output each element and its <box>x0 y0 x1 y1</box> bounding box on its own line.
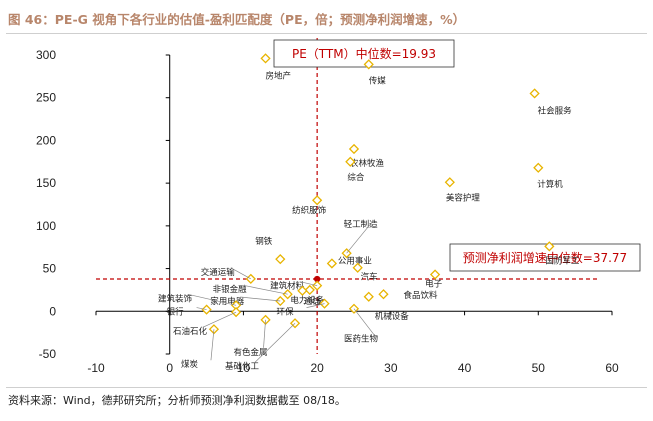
data-point-label: 计算机 <box>537 179 563 190</box>
data-point-label: 建筑装饰 <box>158 293 193 304</box>
data-point-label: 房地产 <box>266 70 292 81</box>
y-tick-label: 150 <box>36 176 56 190</box>
growth-median-box <box>449 243 641 272</box>
data-point-label: 交通运输 <box>201 267 236 278</box>
x-tick-label: -10 <box>87 361 105 375</box>
y-tick-label: 300 <box>36 48 56 62</box>
x-tick-label: 20 <box>310 361 324 375</box>
data-point-marker <box>297 285 308 296</box>
data-point-label: 食品饮料 <box>403 290 438 301</box>
pe-median-box <box>273 39 455 68</box>
data-point-label: 综合 <box>347 172 365 183</box>
data-point-label: 非银金融 <box>213 284 248 295</box>
data-point-label: 美容护理 <box>446 192 481 203</box>
data-point-label: 煤炭 <box>181 359 199 370</box>
x-tick-label: 30 <box>384 361 398 375</box>
label-leader-line <box>300 281 318 286</box>
x-tick-label: 50 <box>532 361 546 375</box>
data-point-marker <box>533 162 544 173</box>
data-point-label: 机械设备 <box>375 311 410 322</box>
data-point-marker <box>260 53 271 64</box>
label-leader-line <box>230 267 251 280</box>
median-intersection-marker <box>313 275 321 283</box>
data-point-marker <box>326 258 338 269</box>
data-point-label: 国防军工 <box>545 255 580 266</box>
data-point-marker <box>245 273 256 284</box>
label-leader-line <box>306 303 325 308</box>
data-point-label: 基础化工 <box>225 361 260 372</box>
y-tick-label: 50 <box>43 262 57 276</box>
source-divider <box>6 387 647 388</box>
growth-median-label: 预测净利润增速中位数=37.77 <box>463 250 627 265</box>
source-note: 资料来源：Wind，德邦研究所；分析师预测净利润数据截至 08/18。 <box>8 394 346 407</box>
data-point-marker <box>348 143 360 155</box>
label-leader-line <box>187 293 237 306</box>
data-point-label: 医药生物 <box>344 334 379 345</box>
label-leader-line <box>242 284 288 295</box>
data-point-label: 建筑材料 <box>270 281 305 292</box>
data-point-marker <box>275 295 286 307</box>
data-point-marker <box>312 195 323 206</box>
data-point-marker <box>429 269 441 280</box>
data-point-label: 银行 <box>167 307 185 318</box>
data-point-label: 农林牧渔 <box>350 158 385 169</box>
data-point-label: 公用事业 <box>338 255 372 266</box>
title-divider <box>6 33 647 34</box>
x-tick-label: 60 <box>605 361 619 375</box>
data-point-label: 电力设备 <box>290 295 325 306</box>
y-tick-label: -50 <box>39 347 57 361</box>
data-point-label: 汽车 <box>361 272 378 283</box>
data-point-label: 通信 <box>304 296 322 307</box>
data-point-marker <box>363 291 374 302</box>
data-point-marker <box>352 262 363 273</box>
y-tick-label: 250 <box>36 91 56 105</box>
label-leader-line <box>346 219 374 254</box>
data-point-label: 家用电器 <box>210 296 245 307</box>
data-point-label: 纺织服饰 <box>292 205 327 216</box>
data-point-marker <box>378 289 389 300</box>
data-point-label: 有色金属 <box>234 347 268 358</box>
data-point-marker <box>275 254 286 265</box>
label-leader-line <box>353 308 375 335</box>
data-point-label: 环保 <box>277 307 295 318</box>
data-point-marker <box>444 177 455 188</box>
data-point-marker <box>529 88 540 99</box>
y-tick-label: 0 <box>49 304 56 318</box>
y-tick-label: 200 <box>36 133 56 147</box>
x-tick-label: 10 <box>237 361 251 375</box>
pe-median-label: PE（TTM）中位数=19.93 <box>292 46 436 61</box>
data-point-label: 石油石化 <box>173 326 208 337</box>
data-point-label: 传媒 <box>369 75 387 86</box>
label-leader-line <box>196 307 207 310</box>
data-point-label: 钢铁 <box>255 236 273 247</box>
x-tick-label: 0 <box>166 361 173 375</box>
data-point-marker <box>544 241 555 252</box>
data-point-label: 轻工制造 <box>344 219 379 230</box>
figure-title: 图 46：PE-G 视角下各行业的估值-盈利匹配度（PE，倍；预测净利润增速，%… <box>8 12 466 27</box>
data-point-marker <box>345 156 356 167</box>
label-leader-line <box>263 319 266 348</box>
label-leader-line <box>210 329 215 361</box>
data-point-marker <box>304 284 315 296</box>
x-tick-label: 40 <box>458 361 472 375</box>
label-leader-line <box>254 322 296 363</box>
label-leader-line <box>202 311 237 328</box>
data-point-marker <box>312 280 323 291</box>
data-point-label: 社会服务 <box>538 105 573 116</box>
y-tick-label: 100 <box>36 219 56 233</box>
label-leader-line <box>240 296 281 302</box>
data-point-label: 电子 <box>425 279 443 290</box>
data-point-marker <box>363 59 374 70</box>
